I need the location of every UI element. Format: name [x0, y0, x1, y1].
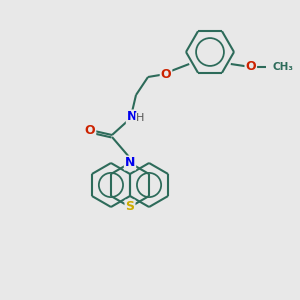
Text: CH₃: CH₃ [273, 62, 294, 72]
Text: H: H [136, 113, 144, 123]
Text: O: O [161, 68, 171, 80]
Text: S: S [125, 200, 134, 214]
Text: N: N [127, 110, 137, 124]
Text: N: N [125, 157, 135, 169]
Text: O: O [85, 124, 95, 136]
Text: O: O [245, 61, 256, 74]
